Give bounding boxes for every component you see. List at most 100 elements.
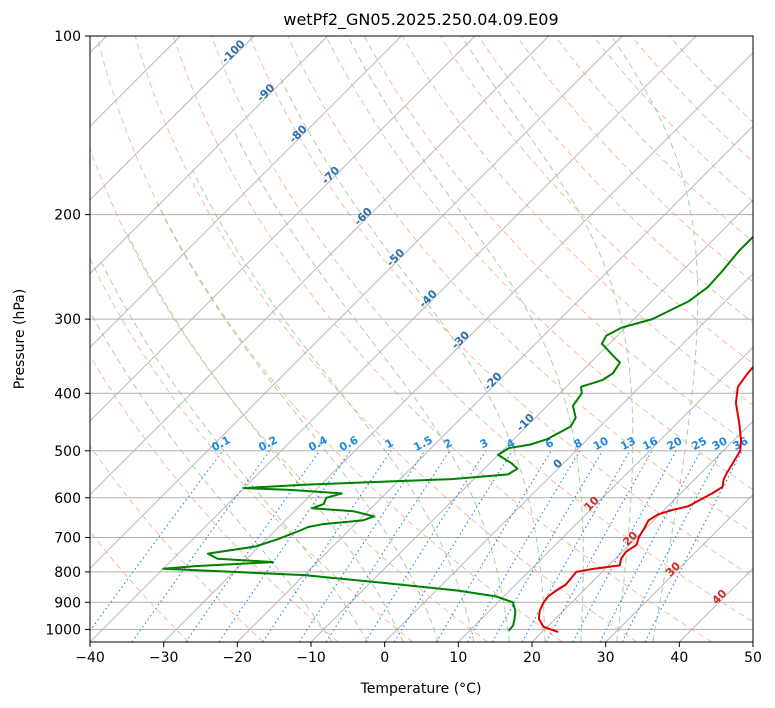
mixing-ratio-line — [90, 450, 224, 632]
dry-adiabat-line — [249, 36, 753, 578]
mixing-ratio-line — [572, 450, 677, 642]
isotherm-label: 10 — [582, 493, 602, 513]
y-tick-label: 500 — [54, 444, 81, 460]
mixing-ratio-lines — [90, 450, 743, 642]
mixing-ratio-label: 10 — [591, 434, 611, 453]
moist-adiabat-line — [280, 78, 546, 642]
dry-adiabat-line — [439, 36, 753, 365]
mixing-ratio-label: 30 — [710, 434, 730, 453]
moist-adiabat-line — [90, 310, 333, 642]
mixing-ratio-line — [467, 450, 581, 642]
mixing-ratio-line — [599, 450, 702, 642]
isotherm-label: 40 — [709, 587, 729, 607]
x-tick-label: 40 — [670, 650, 688, 666]
mixing-ratio-label: 3 — [478, 436, 491, 451]
isotherm-label: -40 — [417, 287, 440, 310]
isotherm-label: 30 — [663, 559, 683, 579]
moist-adiabat-line — [127, 234, 404, 642]
mixing-ratio-line — [545, 450, 653, 642]
isotherm-line — [90, 36, 255, 201]
moist-adiabat-line — [610, 36, 699, 642]
mixing-ratio-line — [393, 450, 513, 642]
isotherm-line — [90, 36, 549, 496]
dry-adiabat-line — [669, 36, 753, 124]
isotherm-line — [531, 420, 753, 642]
mixing-ratio-label: 16 — [640, 434, 660, 453]
isotherm-label: -30 — [449, 328, 472, 351]
dry-adiabat-line — [96, 36, 563, 642]
dry-adiabat-line — [287, 36, 753, 534]
plot-area: 0.1 0.2 0.4 0.6 1 1.5 2 3 4 6 8 10 13 16 20 25 30 36-100-… — [90, 36, 753, 642]
mixing-ratio-label: 20 — [665, 434, 685, 453]
plot-frame — [89, 35, 754, 643]
y-axis-label: Pressure (hPa) — [12, 289, 28, 389]
x-axis-label: Temperature (°C) — [360, 681, 482, 697]
moist-adiabat-line — [191, 169, 475, 642]
x-tick-label: 50 — [744, 650, 762, 666]
isotherm-line — [605, 494, 753, 642]
profile-series — [162, 235, 753, 633]
isotherm-line — [90, 36, 328, 275]
x-tick-label: 30 — [597, 650, 615, 666]
isotherm-line — [310, 199, 753, 642]
y-tick-label: 300 — [54, 312, 81, 328]
y-tick-label: 400 — [54, 386, 81, 402]
y-tick-label: 200 — [54, 208, 81, 224]
isotherm-line — [752, 641, 753, 642]
isotherm-line — [90, 36, 623, 569]
y-tick-label: 900 — [54, 595, 81, 611]
isotherm-line — [384, 273, 753, 642]
x-tick-label: −40 — [75, 650, 105, 666]
dry-adiabat-line — [90, 444, 264, 642]
isotherm-label: -60 — [352, 205, 375, 228]
x-tick-label: −30 — [149, 650, 179, 666]
y-tick-label: 700 — [54, 531, 81, 547]
dry-adiabat-lines — [90, 36, 753, 642]
y-tick-label: 800 — [54, 565, 81, 581]
isotherm-line — [679, 567, 753, 642]
isotherm-label: -80 — [287, 122, 310, 145]
dry-adiabat-line — [592, 36, 753, 203]
isotherm-line — [90, 36, 402, 348]
isotherm-label: -100 — [219, 37, 248, 66]
mixing-ratio-line — [298, 450, 426, 642]
isotherm-label: -70 — [319, 163, 342, 186]
isotherm-label: -10 — [514, 411, 537, 434]
x-tick-label: 10 — [449, 650, 467, 666]
y-tick-label: 1000 — [45, 622, 81, 638]
isotherm-line — [458, 346, 753, 642]
isotherm-lines — [90, 36, 753, 642]
y-tick-label: 100 — [54, 29, 81, 45]
isotherm-line — [237, 125, 753, 642]
x-tick-label: 20 — [523, 650, 541, 666]
dry-adiabat-line — [172, 36, 712, 642]
mixing-ratio-line — [364, 450, 487, 642]
mixing-ratio-line — [521, 450, 631, 642]
dry-adiabat-line — [325, 36, 753, 491]
mixing-ratio-line — [325, 450, 451, 642]
moist-adiabat-line — [347, 36, 584, 642]
x-tick-label: 0 — [380, 650, 389, 666]
mixing-ratio-line — [644, 450, 743, 642]
dry-adiabat-line — [90, 530, 190, 642]
moist-adiabat-line — [232, 129, 510, 642]
isotherm-label: -90 — [254, 81, 277, 104]
x-tick-label: −20 — [223, 650, 253, 666]
axis-ticks: −40 −30 −20 −10 0 10 20 30 40 50 1000 900 800 700 600 5… — [45, 29, 762, 666]
isotherm-line — [90, 36, 476, 422]
moist-adiabat-line — [157, 203, 439, 642]
mixing-ratio-line — [218, 450, 351, 642]
pressure-grid — [90, 36, 753, 630]
dry-adiabat-line — [516, 36, 753, 283]
mixing-ratio-line — [131, 450, 271, 642]
dry-adiabat-line — [211, 36, 753, 623]
dry-adiabat-line — [554, 36, 753, 243]
dry-adiabat-line — [134, 36, 638, 642]
mixing-ratio-label: 25 — [689, 434, 709, 453]
mixing-ratio-line — [262, 450, 392, 642]
x-tick-label: −10 — [296, 650, 326, 666]
dry-adiabat-line — [90, 354, 339, 642]
dry-adiabat-line — [90, 257, 414, 642]
mixing-ratio-label: 2 — [442, 436, 455, 451]
